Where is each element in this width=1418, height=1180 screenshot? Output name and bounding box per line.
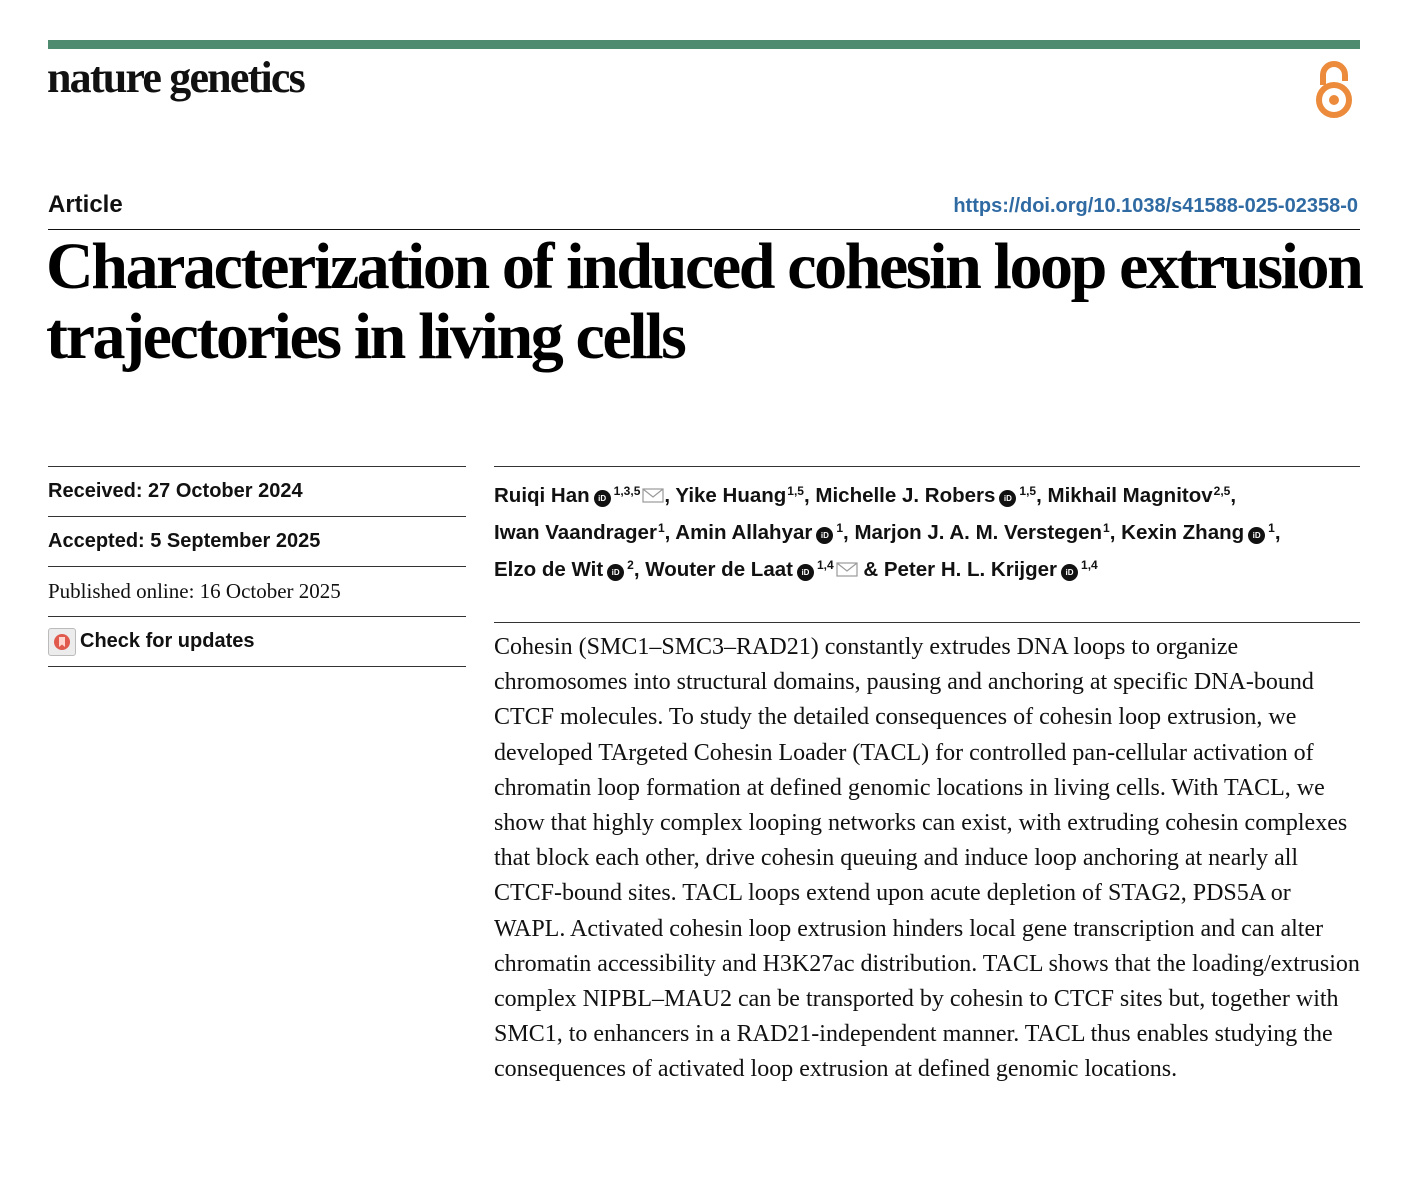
author-name-text: Iwan Vaandrager <box>494 521 657 544</box>
author-affiliation: 1,5 <box>787 484 804 498</box>
check-for-updates-label: Check for updates <box>80 630 255 652</box>
author-separator: , <box>664 484 676 507</box>
author-name[interactable]: Yike Huang1,5 <box>675 484 804 507</box>
author-separator: , <box>1274 521 1281 544</box>
author-name-text: Amin Allahyar <box>675 521 813 544</box>
authors-rule <box>494 466 1360 467</box>
author-separator: , <box>1230 484 1237 507</box>
author-affiliation: 1,4 <box>1081 558 1098 572</box>
author-separator: , <box>664 521 676 544</box>
author-name-text: Michelle J. Robers <box>815 484 996 507</box>
orcid-icon[interactable]: iD <box>607 564 625 581</box>
author-name-text: Elzo de Wit <box>494 558 604 581</box>
check-for-updates-button[interactable]: Check for updates <box>48 617 466 667</box>
orcid-icon[interactable]: iD <box>593 490 611 507</box>
author-separator: , <box>843 521 855 544</box>
doi-link[interactable]: https://doi.org/10.1038/s41588-025-02358… <box>953 195 1358 217</box>
author-affiliation: 1 <box>836 521 844 535</box>
author-name[interactable]: Marjon J. A. M. Verstegen1 <box>854 521 1109 544</box>
author-name[interactable]: Ruiqi Han iD1,3,5 <box>494 484 664 507</box>
open-access-icon[interactable] <box>1313 57 1355 121</box>
author-affiliation: 1,4 <box>816 558 834 572</box>
author-affiliation: 2 <box>627 558 634 572</box>
accepted-date: Accepted: 5 September 2025 <box>48 517 466 567</box>
abstract: Cohesin (SMC1–SMC3–RAD21) constantly ext… <box>494 634 1360 1083</box>
author-separator: , <box>633 558 646 581</box>
author-separator: & <box>857 558 884 581</box>
author-separator: , <box>803 484 816 507</box>
author-affiliation: 2,5 <box>1213 484 1231 498</box>
orcid-icon[interactable]: iD <box>796 564 814 581</box>
author-name[interactable]: Kexin Zhang iD1 <box>1121 521 1275 544</box>
author-name[interactable]: Mikhail Magnitov2,5 <box>1048 484 1231 507</box>
author-name[interactable]: Elzo de Wit iD2 <box>494 558 634 581</box>
author-affiliation: 1 <box>657 521 665 535</box>
journal-header-rule <box>48 40 1360 49</box>
author-name-text: Mikhail Magnitov <box>1047 484 1213 507</box>
orcid-icon[interactable]: iD <box>1248 527 1266 544</box>
check-for-updates-icon <box>48 627 76 656</box>
article-title: Characterization of induced cohesin loop… <box>46 230 1364 373</box>
author-name-text: Kexin Zhang <box>1121 521 1245 544</box>
journal-name[interactable]: nature genetics <box>47 53 306 102</box>
author-name-text: Yike Huang <box>675 484 787 507</box>
orcid-icon[interactable]: iD <box>816 527 834 544</box>
orcid-icon[interactable]: iD <box>1061 564 1079 581</box>
article-type-label: Article <box>48 191 123 218</box>
email-envelope-icon[interactable] <box>836 555 858 577</box>
email-envelope-icon[interactable] <box>642 481 664 503</box>
author-name[interactable]: Wouter de Laat iD1,4 <box>645 555 858 581</box>
received-date: Received: 27 October 2024 <box>48 467 466 517</box>
abstract-rule <box>494 622 1360 623</box>
author-affiliation: 1,3,5 <box>613 484 641 498</box>
author-name[interactable]: Iwan Vaandrager1 <box>494 521 665 544</box>
author-separator: , <box>1036 484 1048 507</box>
author-name-text: Marjon J. A. M. Verstegen <box>854 521 1103 544</box>
author-name-text: Ruiqi Han <box>494 484 590 507</box>
author-affiliation: 1 <box>1103 521 1110 535</box>
published-date: Published online: 16 October 2025 <box>48 567 466 617</box>
author-name[interactable]: Michelle J. Robers iD1,5 <box>815 484 1036 507</box>
orcid-icon[interactable]: iD <box>999 490 1017 507</box>
author-name[interactable]: Amin Allahyar iD1 <box>675 521 843 544</box>
author-affiliation: 1 <box>1268 521 1275 535</box>
author-name[interactable]: Peter H. L. Krijger iD1,4 <box>884 558 1098 581</box>
author-name-text: Wouter de Laat <box>645 558 793 581</box>
author-separator: , <box>1109 521 1122 544</box>
author-list: Ruiqi Han iD1,3,5, Yike Huang1,5, Michell… <box>494 475 1364 586</box>
author-name-text: Peter H. L. Krijger <box>883 558 1058 581</box>
publication-history: Received: 27 October 2024 Accepted: 5 Se… <box>48 466 466 667</box>
author-affiliation: 1,5 <box>1019 484 1037 498</box>
title-rule <box>48 229 1360 230</box>
